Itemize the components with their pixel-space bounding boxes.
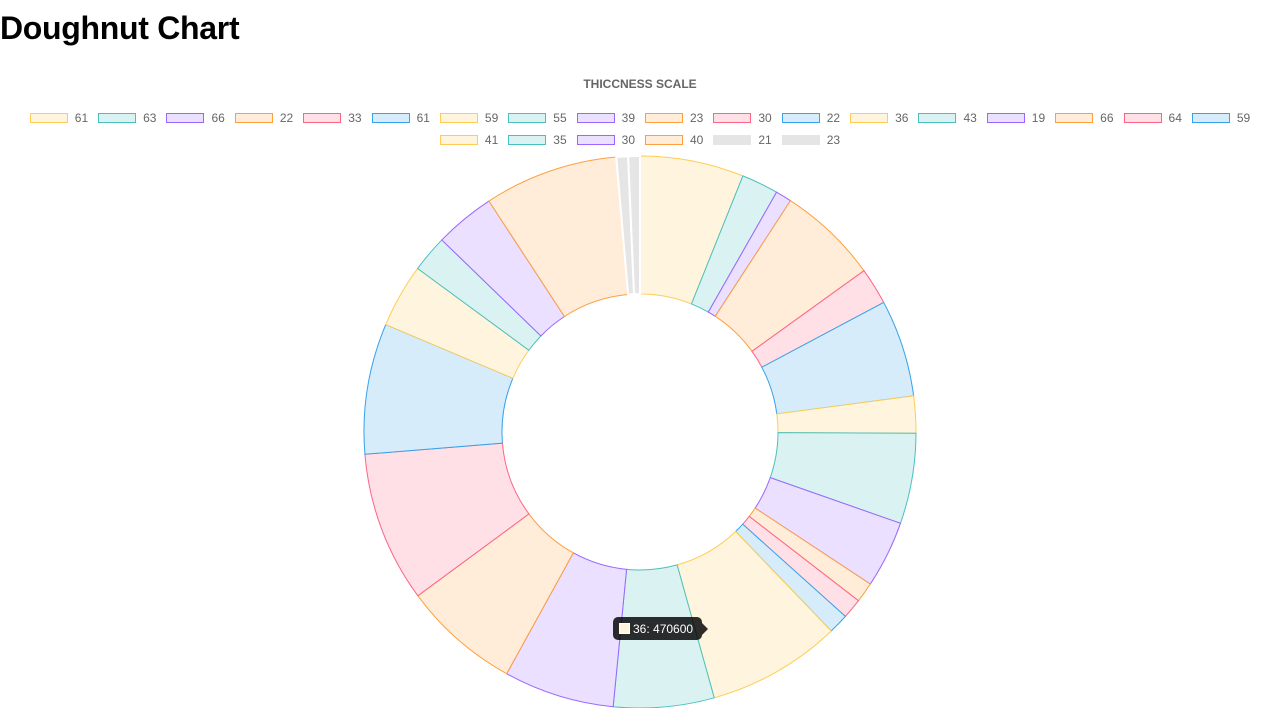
legend-item[interactable]: 55 (508, 111, 567, 125)
legend-label: 55 (553, 111, 567, 125)
legend-item[interactable]: 23 (781, 133, 841, 147)
legend-label: 59 (1236, 111, 1251, 125)
legend-label: 30 (621, 133, 635, 147)
legend-item[interactable]: 43 (918, 111, 977, 125)
legend-item[interactable]: 59 (439, 111, 499, 125)
legend-swatch (439, 135, 478, 145)
legend-label: 23 (826, 133, 841, 147)
legend-label: 39 (621, 111, 635, 125)
legend-swatch (713, 113, 752, 123)
legend-swatch (918, 113, 957, 123)
legend-item[interactable]: 19 (986, 111, 1046, 125)
legend-item[interactable]: 33 (303, 111, 362, 125)
legend-label: 19 (1031, 111, 1046, 125)
legend-row: 61 63 66 22 33 61 59 55 39 23 30 22 36 43 19 66 64 59 (0, 109, 1280, 127)
legend-swatch (1191, 113, 1230, 123)
legend-swatch (508, 113, 547, 123)
legend-label: 41 (484, 133, 499, 147)
legend-item[interactable]: 22 (781, 111, 841, 125)
legend-label: 40 (690, 133, 704, 147)
legend-item[interactable]: 63 (98, 111, 156, 125)
legend-item[interactable]: 40 (645, 133, 703, 147)
legend-item[interactable]: 66 (166, 111, 225, 125)
legend-swatch (371, 113, 410, 123)
legend-swatch (508, 135, 547, 145)
legend-label: 61 (416, 111, 430, 125)
legend-label: 22 (279, 111, 294, 125)
legend-label: 64 (1168, 111, 1182, 125)
legend-swatch (234, 113, 273, 123)
legend-item[interactable]: 41 (439, 133, 499, 147)
legend-label: 43 (963, 111, 977, 125)
legend-item[interactable]: 35 (508, 133, 567, 147)
legend-label: 21 (758, 133, 772, 147)
chart-title: THICCNESS SCALE (583, 77, 697, 91)
legend-label: 59 (484, 111, 499, 125)
legend-swatch (850, 113, 889, 123)
doughnut-arcs (363, 154, 917, 708)
legend-item[interactable]: 61 (371, 111, 430, 125)
legend-row: 41 35 30 40 21 23 (0, 131, 1280, 149)
legend-swatch (576, 135, 615, 145)
legend-label: 23 (690, 111, 704, 125)
legend-label: 63 (143, 111, 157, 125)
legend-label: 22 (826, 111, 841, 125)
legend-swatch (986, 113, 1025, 123)
legend-item[interactable]: 36 (850, 111, 908, 125)
legend-swatch (1055, 113, 1094, 123)
page-title: Doughnut Chart (0, 10, 240, 46)
legend-item[interactable]: 61 (29, 111, 89, 125)
legend-label: 33 (348, 111, 362, 125)
legend-item[interactable]: 66 (1055, 111, 1114, 125)
legend-swatch (29, 113, 68, 123)
legend-item[interactable]: 30 (576, 133, 635, 147)
legend-item[interactable]: 21 (713, 133, 772, 147)
legend-item[interactable]: 23 (645, 111, 703, 125)
legend-label: 36 (895, 111, 909, 125)
legend-item[interactable]: 39 (576, 111, 635, 125)
legend-item[interactable]: 59 (1191, 111, 1251, 125)
legend-item[interactable]: 22 (234, 111, 294, 125)
legend-label: 30 (758, 111, 772, 125)
doughnut-slice[interactable] (627, 154, 641, 296)
legend-swatch (713, 135, 752, 145)
tooltip-text: 36: 470600 (633, 621, 694, 636)
legend-swatch (781, 113, 820, 123)
legend-swatch (439, 113, 478, 123)
tooltip-swatch (619, 623, 630, 634)
legend-swatch (1123, 113, 1162, 123)
legend-swatch (576, 113, 615, 123)
legend-swatch (166, 113, 205, 123)
legend-swatch (645, 135, 683, 145)
legend-label: 35 (553, 133, 567, 147)
legend-label: 61 (74, 111, 89, 125)
legend-item[interactable]: 64 (1123, 111, 1182, 125)
legend-swatch (303, 113, 342, 123)
legend-swatch (98, 113, 137, 123)
legend-item[interactable]: 30 (713, 111, 772, 125)
legend-swatch (645, 113, 683, 123)
chart-tooltip: 36: 470600 (613, 617, 709, 640)
legend-label: 66 (1100, 111, 1114, 125)
legend-label: 66 (211, 111, 225, 125)
legend-swatch (781, 135, 820, 145)
